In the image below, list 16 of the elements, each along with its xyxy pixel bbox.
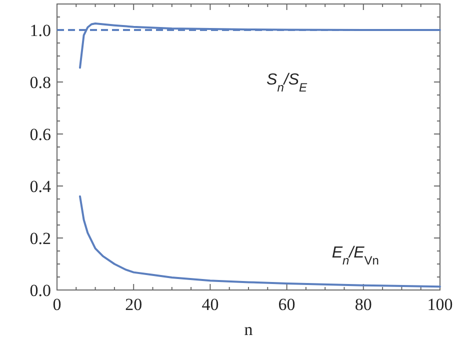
x-axis-title: n: [244, 320, 254, 339]
y-tick-label: 1.0: [30, 21, 51, 40]
y-tick-label: 0.4: [30, 177, 52, 196]
y-tick-label: 0.8: [30, 73, 51, 92]
x-tick-label: 0: [52, 295, 62, 314]
x-tick-label: 100: [427, 295, 453, 314]
x-tick-label: 40: [202, 295, 219, 314]
x-tick-label: 80: [354, 295, 372, 314]
x-tick-label: 20: [125, 295, 142, 314]
series-label: E$_{n}$/E$_{Vn}$: [332, 244, 379, 268]
text: S$_{n}$/S$_{E}$: [266, 72, 308, 95]
y-tick-label: 0.6: [30, 125, 51, 144]
y-tick-label: 0.2: [30, 229, 51, 248]
x-tick-label: 60: [278, 295, 296, 314]
line-series: [78, 195, 441, 288]
y-tick-label: 0.0: [30, 281, 51, 300]
